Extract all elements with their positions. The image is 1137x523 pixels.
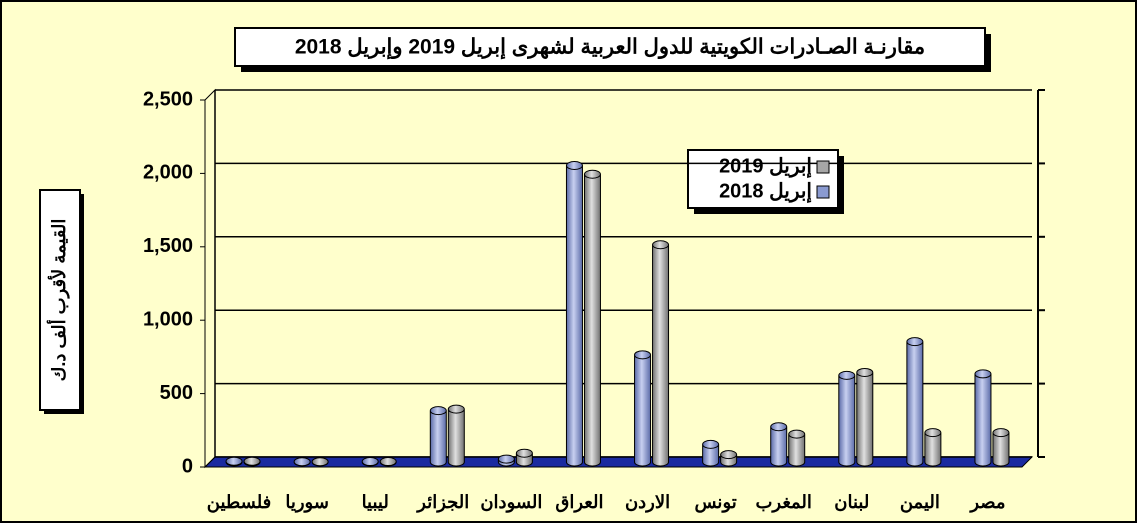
title-box [234, 27, 986, 67]
x-tick-label: فلسطين [207, 492, 272, 513]
y-tick-label: 0 [182, 455, 193, 477]
bar [634, 350, 652, 467]
bar [906, 337, 924, 467]
x-tick-label: الاردن [625, 492, 670, 513]
legend-swatch [816, 185, 830, 199]
bar [361, 457, 379, 467]
bar [838, 370, 856, 467]
y-label-box [39, 189, 81, 411]
bar [856, 367, 874, 467]
bar [311, 457, 329, 467]
x-tick-label: اليمن [900, 492, 940, 513]
y-tick-label: 2,500 [143, 88, 193, 110]
x-tick-label: المغرب [755, 492, 811, 513]
bar [515, 448, 533, 467]
bar [497, 454, 515, 467]
legend-label: إبريل 2018 [719, 180, 812, 203]
bar [974, 369, 992, 467]
bar [720, 450, 738, 467]
legend [687, 149, 839, 209]
y-tick-label: 1,000 [143, 308, 193, 330]
y-tick-label: 2,000 [143, 162, 193, 184]
x-tick-label: ليبيا [362, 492, 389, 512]
bar [243, 456, 261, 467]
chart-title: مقارنـة الصـادرات الكويتية للدول العربية… [295, 36, 925, 60]
y-tick-label: 1,500 [143, 235, 193, 257]
y-tick-label: 500 [160, 382, 193, 404]
legend-swatch [816, 160, 830, 174]
bar [225, 456, 243, 467]
bar [447, 404, 465, 467]
bar [583, 169, 601, 467]
x-tick-label: لبنان [834, 492, 869, 512]
bar [429, 406, 447, 467]
bar [652, 240, 670, 467]
x-tick-label: الجزائر [415, 492, 469, 513]
bar [379, 457, 397, 467]
x-tick-label: السودان [480, 492, 542, 513]
legend-label: إبريل 2019 [719, 155, 812, 178]
bar [702, 439, 720, 467]
x-tick-label: تونس [694, 492, 736, 513]
bar [992, 428, 1010, 467]
bar [293, 457, 311, 467]
bar [770, 422, 788, 467]
bar [565, 161, 583, 467]
x-tick-label: العراق [555, 492, 603, 513]
x-tick-label: مصر [968, 492, 1005, 513]
y-axis-label: القيمة لأقرب ألف د.ك [47, 219, 70, 382]
x-tick-label: سوريا [285, 492, 329, 513]
bar [788, 429, 806, 467]
bar [924, 428, 942, 467]
